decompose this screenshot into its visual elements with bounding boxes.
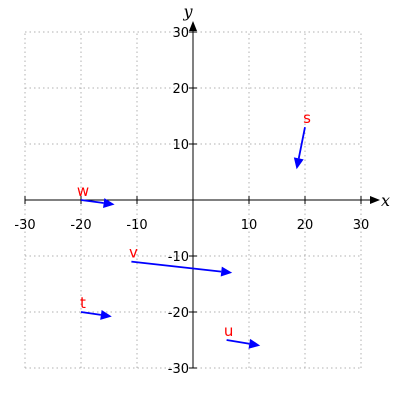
vector-v-head xyxy=(220,266,233,277)
x-tick-label: -30 xyxy=(14,218,35,233)
vector-u-shaft xyxy=(226,339,250,345)
vector-label-s: s xyxy=(303,109,311,127)
vector-s-head xyxy=(293,157,304,170)
vector-u-head xyxy=(248,338,261,349)
vector-s-shaft xyxy=(297,127,306,159)
x-axis-label: x xyxy=(381,191,390,210)
vector-t-head xyxy=(100,309,112,320)
y-tick-label: 20 xyxy=(172,82,189,97)
vector-label-t: t xyxy=(80,294,86,312)
x-tick-label: 10 xyxy=(241,218,258,233)
x-tick-label: -10 xyxy=(126,218,147,233)
y-axis-label: y xyxy=(182,2,193,21)
vector-labels: s w v t u xyxy=(77,109,311,340)
y-tick-label: -10 xyxy=(168,250,189,265)
vector-w-shaft xyxy=(80,199,104,204)
x-tick-label: 30 xyxy=(353,218,370,233)
x-tick-label: 20 xyxy=(297,218,314,233)
vector-t-shaft xyxy=(80,311,102,316)
y-tick-label: -30 xyxy=(168,362,189,377)
y-tick-label: 30 xyxy=(172,26,189,41)
y-tick-label: 10 xyxy=(172,138,189,153)
vectors xyxy=(80,127,306,349)
tick-labels: -30 -20 -10 10 20 30 -30 -20 -10 10 20 30 xyxy=(14,26,369,377)
vector-label-u: u xyxy=(224,322,234,340)
x-tick-label: -20 xyxy=(70,218,91,233)
vector-label-v: v xyxy=(129,244,138,262)
vector-w-head xyxy=(103,198,115,208)
vector-label-w: w xyxy=(77,182,89,200)
vector-v-shaft xyxy=(131,260,222,273)
y-tick-label: -20 xyxy=(168,306,189,321)
